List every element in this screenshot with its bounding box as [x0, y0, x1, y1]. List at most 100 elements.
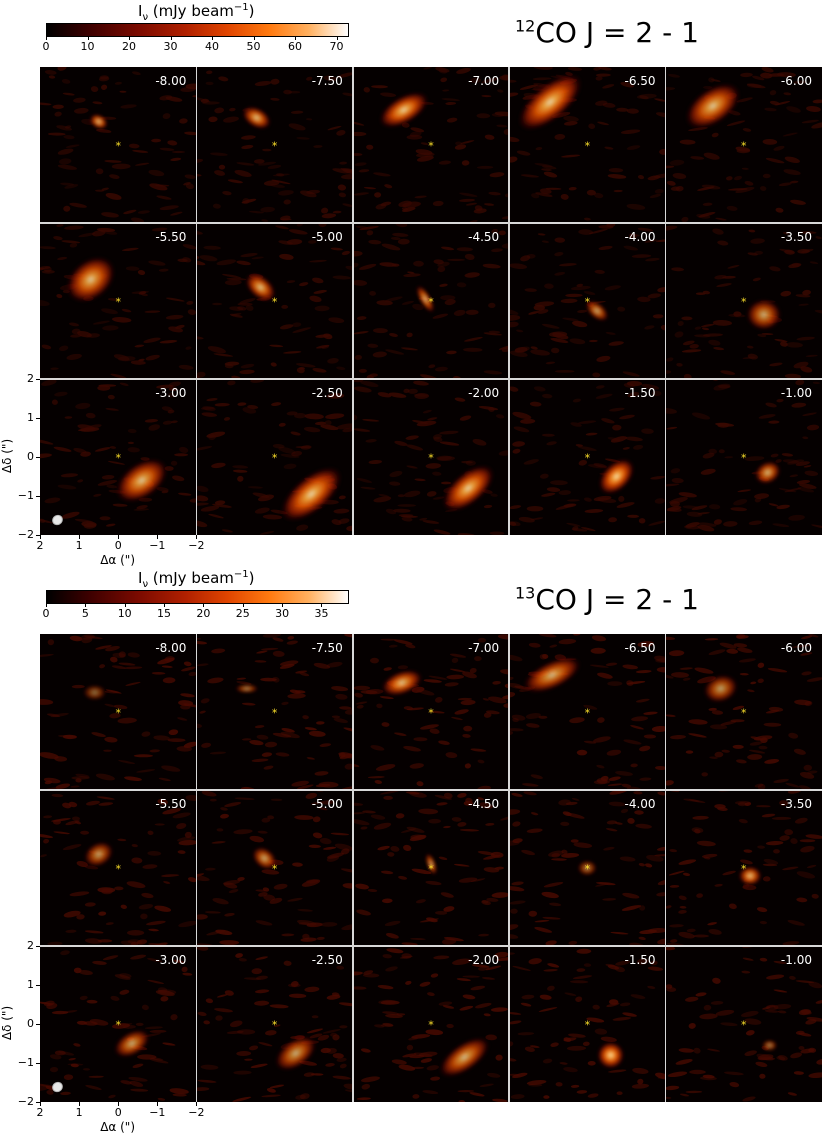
- panel-divider: [40, 789, 822, 791]
- x-tick-label: 1: [75, 539, 83, 552]
- panel-divider: [508, 634, 510, 1102]
- channel-panel: -3.50 *: [665, 790, 822, 946]
- y-tick-mark: [36, 946, 40, 947]
- emission-blob: [89, 113, 108, 130]
- emission-blob: [83, 684, 107, 701]
- emission-blob: [415, 285, 435, 313]
- velocity-label: -3.00: [155, 953, 187, 967]
- noise-texture: [352, 67, 510, 223]
- colorbar-tick-mark: [87, 36, 89, 40]
- channel-image: [40, 224, 197, 379]
- y-tick-label: −2: [17, 1095, 34, 1108]
- velocity-label: -3.50: [780, 797, 812, 811]
- star-marker: *: [115, 1018, 121, 1032]
- colorbar-tick-label: 35: [314, 607, 329, 620]
- velocity-label: -1.00: [780, 386, 812, 400]
- y-tick-label: 2: [27, 939, 34, 952]
- channel-image: [352, 379, 510, 535]
- y-tick-mark: [36, 379, 40, 380]
- star-marker: *: [115, 139, 121, 153]
- x-tick-label: 2: [36, 1106, 44, 1119]
- colorbar-label: Iν (mJy beam−1): [138, 569, 255, 590]
- noise-texture: [665, 634, 822, 790]
- channel-panel: -4.00 *: [509, 223, 666, 379]
- channel-panel: -3.50 *: [665, 223, 822, 379]
- channel-panel: -6.00 *: [665, 634, 822, 790]
- channel-panel: -8.00 *: [40, 634, 197, 790]
- noise-texture: [40, 950, 193, 1101]
- x-tick-mark: [118, 1102, 120, 1106]
- panel-divider: [40, 222, 822, 224]
- channel-panel: -7.50 *: [196, 634, 353, 790]
- x-tick-label: 2: [36, 539, 44, 552]
- colorbar-tick-label: 50: [246, 40, 261, 53]
- channel-image: [352, 790, 510, 946]
- colorbar-tick-label: 15: [157, 607, 172, 620]
- star-marker: *: [115, 451, 121, 465]
- emission-blob: [518, 73, 583, 131]
- x-tick-label: −1: [149, 1106, 166, 1119]
- channel-panel: -5.50 *: [40, 790, 197, 946]
- star-marker: *: [271, 451, 278, 465]
- channel-panel: -1.50 *: [509, 946, 666, 1102]
- channel-panel: -2.00 *: [352, 946, 510, 1102]
- colorbar-tick-label: 20: [196, 607, 211, 620]
- y-tick-label: 0: [27, 450, 34, 463]
- x-axis-label: Δα ("): [100, 1120, 136, 1134]
- star-marker: *: [741, 1018, 747, 1032]
- star-marker: *: [741, 295, 747, 309]
- velocity-label: -6.00: [780, 74, 812, 88]
- star-marker: *: [584, 1018, 591, 1032]
- channel-panel: -5.50 *: [40, 223, 197, 379]
- star-marker: *: [271, 706, 278, 720]
- velocity-label: -7.50: [311, 74, 343, 88]
- channel-image: [509, 790, 666, 946]
- x-tick-mark: [196, 1102, 198, 1106]
- channel-image: [40, 67, 197, 223]
- star-marker: *: [584, 706, 591, 720]
- noise-texture: [665, 946, 822, 1102]
- molecule-title: 13CO J = 2 - 1: [515, 583, 699, 616]
- channel-image: [665, 634, 822, 790]
- colorbar-tick-label: 70: [329, 40, 344, 53]
- velocity-label: -8.00: [155, 74, 187, 88]
- channel-grid: -8.00 * -7.50 * -7.00 * -6.50 * -6.00 * -5.50 * -5.0…: [40, 67, 822, 535]
- star-marker: *: [428, 862, 434, 876]
- x-tick-mark: [79, 535, 81, 539]
- emission-blob: [684, 82, 741, 130]
- channel-panel: -6.50 *: [509, 67, 666, 223]
- emission-blob: [442, 464, 495, 512]
- channel-panel: -5.00 *: [196, 223, 353, 379]
- velocity-label: -2.50: [311, 386, 343, 400]
- colorbar-tick-label: 0: [42, 40, 50, 53]
- colorbar-tick-mark: [124, 603, 126, 607]
- noise-texture: [40, 793, 197, 946]
- noise-texture: [352, 223, 510, 379]
- emission-blob: [378, 91, 429, 128]
- channel-image: [352, 948, 510, 1102]
- panel-divider: [508, 67, 510, 535]
- x-tick-mark: [157, 535, 159, 539]
- channel-image: [665, 946, 822, 1102]
- emission-blob: [523, 656, 582, 694]
- star-marker: *: [584, 139, 591, 153]
- x-tick-label: 0: [114, 1106, 122, 1119]
- colorbar-tick-mark: [242, 603, 244, 607]
- x-tick-mark: [157, 1102, 159, 1106]
- velocity-label: -1.00: [780, 953, 812, 967]
- emission-blob: [252, 846, 278, 870]
- channel-panel: -8.00 *: [40, 67, 197, 223]
- noise-texture: [352, 948, 510, 1102]
- velocity-label: -1.50: [624, 386, 656, 400]
- colorbar-tick-mark: [336, 36, 338, 40]
- panel-divider: [664, 67, 667, 535]
- velocity-label: -5.50: [155, 230, 187, 244]
- channel-image: [509, 67, 666, 221]
- colorbar-tick-mark: [203, 603, 205, 607]
- emission-blob: [761, 1039, 777, 1052]
- channel-panel: -2.50 *: [196, 379, 353, 535]
- channel-panel: -7.00 *: [352, 67, 510, 223]
- channel-image: [509, 634, 666, 790]
- x-tick-mark: [40, 1102, 41, 1106]
- channel-panel: -1.00 *: [665, 946, 822, 1102]
